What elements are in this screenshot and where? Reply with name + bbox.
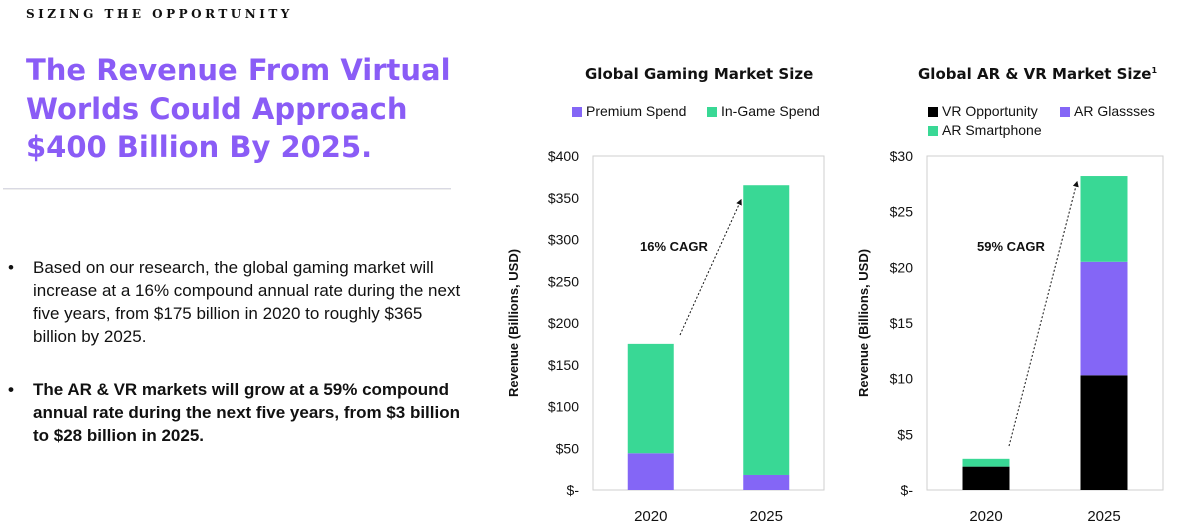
legend-swatch bbox=[707, 107, 717, 117]
legend-swatch bbox=[928, 126, 938, 136]
y-tick-label: $5 bbox=[897, 426, 913, 442]
arvr-chart-title-text: Global AR & VR Market Size bbox=[918, 65, 1152, 83]
y-axis-label: Revenue (Billions, USD) bbox=[506, 249, 521, 397]
bullet-text: Based on our research, the global gaming… bbox=[33, 258, 461, 346]
bullet-list: • Based on our research, the global gami… bbox=[8, 256, 468, 447]
footnote-marker: 1 bbox=[1151, 66, 1158, 75]
bullet-item: • Based on our research, the global gami… bbox=[8, 256, 468, 348]
gaming-chart-title: Global Gaming Market Size bbox=[585, 65, 814, 83]
y-tick-label: $150 bbox=[548, 357, 579, 373]
legend-swatch bbox=[1060, 107, 1070, 117]
y-tick-label: $400 bbox=[548, 148, 579, 164]
legend-item: In-Game Spend bbox=[707, 103, 820, 119]
cagr-annotation: 59% CAGR bbox=[977, 239, 1046, 254]
y-tick-label: $10 bbox=[890, 371, 914, 387]
bar-segment bbox=[1080, 375, 1128, 490]
x-tick-label: 2025 bbox=[1087, 508, 1120, 525]
cagr-arrow bbox=[1008, 180, 1079, 447]
legend-swatch bbox=[572, 107, 582, 117]
bar-segment bbox=[627, 343, 674, 454]
bullet-text: The AR & VR markets will grow at a 59% c… bbox=[33, 380, 460, 445]
legend-item: Premium Spend bbox=[572, 103, 686, 119]
y-tick-label: $100 bbox=[548, 399, 579, 415]
legend-item: AR Smartphone bbox=[928, 122, 1042, 138]
cagr-annotation: 16% CAGR bbox=[640, 239, 709, 254]
cagr-arrow bbox=[679, 198, 742, 336]
bar-segment bbox=[627, 453, 674, 490]
y-tick-label: $200 bbox=[548, 315, 579, 331]
legend-swatch bbox=[928, 107, 938, 117]
y-tick-label: $- bbox=[901, 482, 914, 498]
bar-segment bbox=[962, 466, 1010, 490]
y-tick-label: $30 bbox=[890, 148, 914, 164]
bar-segment bbox=[743, 185, 790, 475]
x-tick-label: 2020 bbox=[969, 508, 1002, 525]
y-tick-label: $20 bbox=[890, 259, 914, 275]
eyebrow-label: SIZING THE OPPORTUNITY bbox=[26, 7, 293, 21]
bar-segment bbox=[1080, 261, 1128, 376]
x-tick-label: 2020 bbox=[634, 508, 667, 525]
legend-item: VR Opportunity bbox=[928, 103, 1038, 119]
y-axis-label: Revenue (Billions, USD) bbox=[856, 249, 871, 397]
y-tick-label: $25 bbox=[890, 204, 914, 220]
legend-label: In-Game Spend bbox=[721, 103, 820, 119]
legend-label: Premium Spend bbox=[586, 103, 687, 119]
y-tick-label: $15 bbox=[890, 315, 914, 331]
arvr-chart-title: Global AR & VR Market Size1 bbox=[918, 65, 1157, 83]
gaming-market-chart: $- $50 $100 $150 $200 $250 $300 $350 $400 Revenue… bbox=[506, 148, 825, 525]
bar-segment bbox=[962, 458, 1010, 467]
y-tick-label: $50 bbox=[556, 440, 580, 456]
y-tick-label: $250 bbox=[548, 273, 579, 289]
y-tick-label: $300 bbox=[548, 232, 579, 248]
legend-item: AR Glassses bbox=[1060, 103, 1155, 119]
plot-area-frame bbox=[926, 155, 1164, 491]
bar-segment bbox=[1080, 176, 1128, 262]
bullet-marker: • bbox=[8, 380, 14, 399]
legend-label: AR Glassses bbox=[1074, 103, 1155, 119]
headline: The Revenue From Virtual Worlds Could Ap… bbox=[26, 53, 451, 164]
y-tick-label: $- bbox=[567, 482, 580, 498]
legend-label: AR Smartphone bbox=[942, 122, 1042, 138]
x-tick-label: 2025 bbox=[750, 508, 783, 525]
legend-label: VR Opportunity bbox=[942, 103, 1038, 119]
plot-area-frame bbox=[592, 155, 825, 491]
bar-segment bbox=[743, 474, 790, 490]
y-tick-label: $350 bbox=[548, 190, 579, 206]
headline-panel bbox=[3, 34, 451, 189]
bullet-marker: • bbox=[8, 258, 14, 277]
bullet-item: • The AR & VR markets will grow at a 59%… bbox=[8, 378, 468, 447]
arvr-market-chart: $- $5 $10 $15 $20 $25 $30 Revenue (Billions, US… bbox=[856, 148, 1164, 525]
